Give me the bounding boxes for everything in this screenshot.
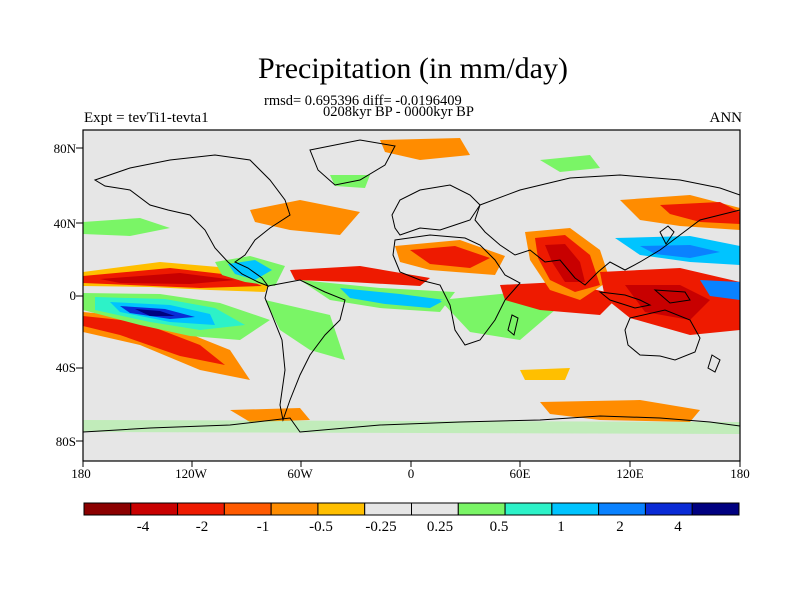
colorbar-label: 2 [616,519,624,535]
colorbar-label: 1 [557,519,565,535]
north-america-coast [93,154,291,288]
australia-coast [624,309,701,361]
x-tick-label: 60E [509,466,531,481]
dry-anomaly-region [545,244,585,282]
colorbar-label: -1 [256,519,270,535]
greenland-coast [309,139,396,186]
colorbar-label: 0.5 [489,519,509,535]
antarctica-coast [83,415,740,433]
y-tick-label: 0 [69,288,77,303]
wet-anomaly-region [640,245,720,258]
season-label: ANN [709,110,743,126]
wet-anomaly-region [540,155,600,172]
colorbar-label: 4 [674,519,682,535]
colorbar-swatch [177,502,225,516]
x-tick-label: 120E [616,466,644,481]
wet-anomaly-region [700,280,740,300]
colorbar-swatch [691,502,740,516]
stats-subtitle: rmsd= 0.695396 diff= -0.0196409 [264,93,462,109]
colorbar-swatch [457,502,506,516]
colorbar-label: -0.25 [365,519,397,535]
south-america-coast [264,279,346,422]
x-tick-label: 120W [175,466,207,481]
x-tick-label: 180 [730,466,750,481]
coastlines [83,139,740,433]
madagascar-coast [507,314,519,336]
dry-anomaly-region [520,368,570,380]
colorbar-swatch [270,502,319,516]
y-tick-label: 40N [53,216,76,231]
dry-anomaly-region [290,266,430,286]
colorbar-label: -4 [136,519,150,535]
x-tick-label: 0 [407,466,415,481]
chart-title: Precipitation (in mm/day) [258,52,568,85]
colorbar-label: -2 [195,519,209,535]
wet-anomaly-region [340,288,445,308]
y-tick-label: 40S [55,360,76,375]
africa-coast [392,234,521,346]
colorbar-swatch [364,502,412,516]
new-zealand-coast [707,354,721,373]
y-tick-label: 80N [53,141,76,156]
asia-coast [474,174,740,286]
new-guinea-coast [653,289,691,304]
wet-anomaly-region [83,218,170,236]
wet-anomaly-region [265,300,345,360]
colorbar-swatch [644,502,693,516]
y-tick-label: 80S [55,434,76,449]
colorbar-swatch [83,502,132,516]
dry-anomaly-region [660,202,740,224]
dry-anomaly-region [410,246,490,268]
dry-anomaly-region [83,316,225,365]
x-tick-label: 60W [287,466,313,481]
colorbar-label: 0.25 [426,519,454,535]
wet-anomaly-region [135,309,175,316]
colorbar-swatch [598,502,646,516]
wet-anomaly-region [83,420,740,434]
axis-ticks [76,147,741,467]
dry-anomaly-region [540,400,700,422]
japan-coast [659,225,675,245]
colorbar [83,502,740,516]
colorbar-swatch [130,502,179,516]
dry-anomaly-region [250,200,360,235]
dry-anomaly-region [625,285,710,320]
experiment-label: Expt = tevTi1-tevta1 [84,110,209,126]
dry-anomaly-region [380,138,470,160]
dry-anomaly-region [100,273,235,284]
period-subtitle: 0208kyr BP - 0000kyr BP [323,104,474,120]
colorbar-swatch [551,502,600,516]
colorbar-label: -0.5 [309,519,333,535]
colorbar-swatch [317,502,366,516]
colorbar-swatch [411,502,459,516]
indonesia-coast [598,291,652,309]
x-tick-label: 180 [71,466,91,481]
colorbar-swatch [504,502,553,516]
colorbar-swatch [223,502,272,516]
europe-coast [391,184,481,236]
